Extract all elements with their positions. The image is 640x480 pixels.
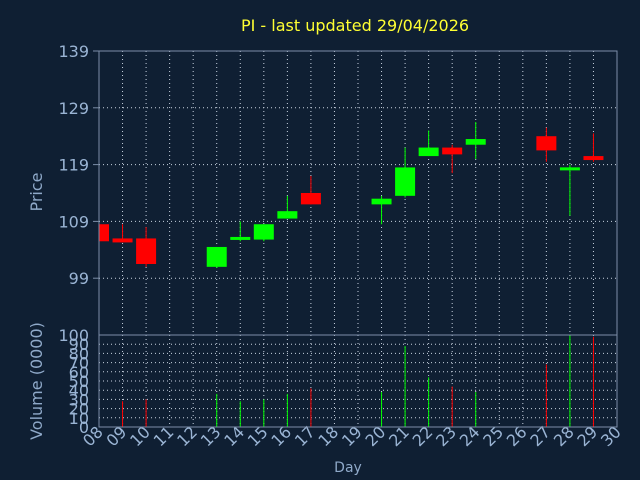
candle-body bbox=[371, 198, 392, 205]
volume-tick-label: 70 bbox=[69, 354, 89, 373]
volume-bars bbox=[122, 335, 594, 427]
candle-body bbox=[536, 136, 557, 151]
candle-body bbox=[442, 147, 463, 155]
candle-body bbox=[206, 246, 227, 267]
price-axis-label: Price bbox=[27, 172, 46, 211]
volume-tick-label: 50 bbox=[69, 372, 89, 391]
candlestick bbox=[465, 122, 486, 159]
candlestick bbox=[371, 195, 392, 225]
volume-tick-label: 100 bbox=[58, 326, 89, 345]
volume-tick-label: 10 bbox=[69, 409, 89, 428]
candlestick bbox=[442, 144, 463, 174]
candlestick bbox=[112, 224, 133, 243]
candlestick bbox=[559, 164, 580, 216]
volume-tick-label: 0 bbox=[79, 418, 89, 437]
candle-body bbox=[395, 167, 416, 196]
candle-body bbox=[136, 238, 157, 264]
volume-tick-label: 90 bbox=[69, 335, 89, 354]
price-tick-label: 99 bbox=[69, 269, 89, 288]
price-tick-label: 129 bbox=[58, 99, 89, 118]
price-panel-frame bbox=[98, 50, 618, 336]
candle-body bbox=[112, 238, 133, 243]
volume-grid bbox=[98, 335, 618, 427]
candlestick bbox=[583, 133, 604, 162]
volume-tick-label: 60 bbox=[69, 363, 89, 382]
candle-body bbox=[230, 236, 251, 240]
price-tick-labels: 99 109 119 129 139 bbox=[58, 42, 89, 288]
candlestick bbox=[536, 127, 557, 162]
volume-tick-label: 40 bbox=[69, 381, 89, 400]
candle-body bbox=[559, 167, 580, 171]
candlestick bbox=[253, 224, 274, 242]
plot-frames bbox=[98, 50, 618, 428]
candle-body bbox=[99, 224, 109, 242]
candlestick bbox=[98, 224, 109, 247]
candlestick bbox=[418, 130, 439, 157]
chart-title: PI - last updated 29/04/2026 bbox=[241, 16, 469, 35]
price-tick-label: 119 bbox=[58, 156, 89, 175]
price-tick-label: 109 bbox=[58, 212, 89, 231]
price-grid bbox=[93, 50, 618, 335]
candlestick bbox=[395, 147, 416, 198]
candle-body bbox=[465, 139, 486, 145]
candle-body bbox=[300, 193, 321, 205]
price-tick-label: 139 bbox=[58, 42, 89, 61]
candlestick bbox=[136, 227, 157, 267]
volume-tick-label: 30 bbox=[69, 390, 89, 409]
candle-body bbox=[277, 211, 298, 219]
candlestick bbox=[277, 195, 298, 219]
candlesticks bbox=[98, 122, 604, 268]
day-axis-label: Day bbox=[334, 460, 362, 476]
candle-body bbox=[253, 224, 274, 240]
candle-body bbox=[418, 147, 439, 157]
volume-panel-frame bbox=[98, 334, 618, 428]
candlestick bbox=[230, 221, 251, 242]
candlestick bbox=[300, 175, 321, 205]
volume-tick-label: 20 bbox=[69, 400, 89, 419]
volume-axis-label: Volume (0000) bbox=[27, 322, 46, 440]
volume-tick-label: 80 bbox=[69, 344, 89, 363]
candle-body bbox=[583, 156, 604, 161]
candlestick bbox=[206, 246, 227, 268]
